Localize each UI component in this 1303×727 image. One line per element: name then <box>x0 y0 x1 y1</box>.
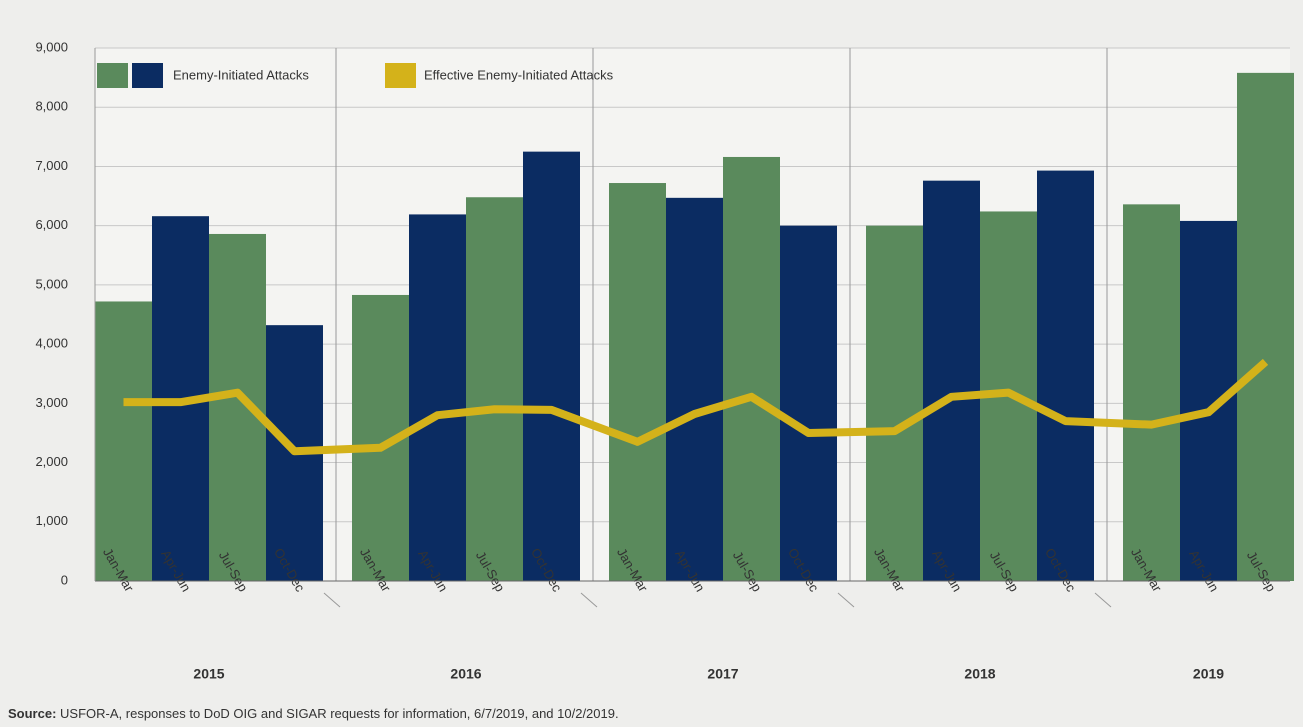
group-tick <box>580 592 598 608</box>
bar <box>1123 204 1180 581</box>
bar <box>666 197 723 582</box>
legend-label: Effective Enemy-Initiated Attacks <box>424 67 614 82</box>
y-tick-label: 3,000 <box>35 395 68 410</box>
y-tick-label: 8,000 <box>35 99 68 114</box>
bar <box>466 197 523 582</box>
legend-swatch <box>385 63 416 88</box>
bar <box>409 214 466 582</box>
bar <box>1037 170 1094 581</box>
group-label: 2019 <box>1193 666 1224 682</box>
legend-swatch <box>132 63 163 88</box>
bar <box>523 151 580 581</box>
group-label: 2018 <box>964 666 995 682</box>
group-tick <box>837 592 855 608</box>
bar <box>780 225 837 581</box>
group-tick <box>1094 592 1112 608</box>
y-tick-label: 0 <box>61 572 68 587</box>
y-tick-label: 1,000 <box>35 513 68 528</box>
legend-label: Enemy-Initiated Attacks <box>173 67 309 82</box>
bar <box>1237 72 1294 581</box>
y-tick-label: 9,000 <box>35 39 68 54</box>
y-tick-label: 5,000 <box>35 276 68 291</box>
bar <box>866 225 923 581</box>
source: Source: USFOR-A, responses to DoD OIG an… <box>8 706 619 721</box>
y-tick-label: 6,000 <box>35 217 68 232</box>
group-label: 2016 <box>450 666 481 682</box>
line <box>123 358 1269 456</box>
group-label: 2015 <box>193 666 224 682</box>
group-label: 2017 <box>707 666 738 682</box>
legend-swatch <box>97 63 128 88</box>
source-text: USFOR-A, responses to DoD OIG and SIGAR … <box>60 706 619 721</box>
bar <box>923 180 980 581</box>
bar <box>95 301 152 581</box>
group-tick <box>323 592 341 608</box>
y-tick-label: 4,000 <box>35 336 68 351</box>
bar <box>723 156 780 582</box>
bar <box>1180 220 1237 581</box>
source-label: Source: <box>8 706 56 721</box>
y-tick-label: 7,000 <box>35 158 68 173</box>
y-tick-label: 2,000 <box>35 454 68 469</box>
bar <box>609 183 666 581</box>
